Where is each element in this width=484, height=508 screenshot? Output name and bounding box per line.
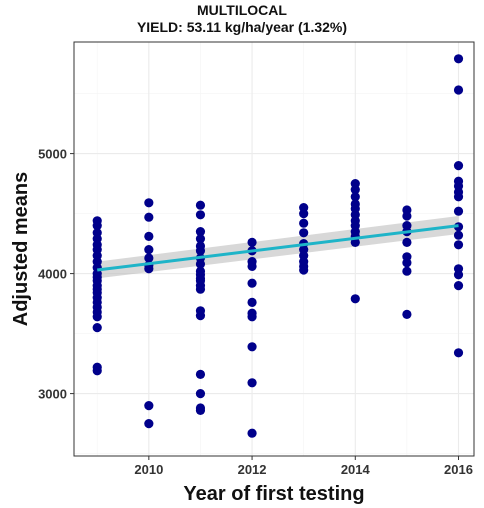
data-point bbox=[144, 245, 154, 255]
data-point bbox=[247, 261, 257, 271]
y-axis-title: Adjusted means bbox=[10, 172, 32, 326]
data-point bbox=[350, 185, 360, 195]
data-point bbox=[247, 312, 257, 322]
chart-title: MULTILOCAL bbox=[197, 2, 287, 18]
data-point bbox=[195, 311, 206, 321]
data-point bbox=[453, 230, 464, 240]
data-point bbox=[247, 378, 257, 388]
data-point bbox=[402, 309, 412, 319]
data-point bbox=[453, 240, 464, 250]
data-point bbox=[350, 237, 360, 247]
y-tick-label: 5000 bbox=[38, 147, 67, 162]
data-point bbox=[195, 246, 206, 256]
data-point bbox=[92, 221, 102, 231]
data-point bbox=[350, 192, 360, 202]
data-point bbox=[195, 259, 206, 269]
data-point bbox=[402, 237, 412, 247]
data-point bbox=[402, 211, 412, 221]
axes: 2010 2012 2014 2016 3000 4000 5000 bbox=[38, 147, 473, 477]
x-tick-label: 2012 bbox=[238, 462, 267, 477]
fit-line-segment bbox=[97, 224, 459, 272]
data-point bbox=[299, 265, 309, 275]
data-point bbox=[195, 227, 206, 237]
x-tick-label: 2010 bbox=[134, 462, 163, 477]
data-point bbox=[247, 278, 257, 288]
data-point bbox=[144, 198, 154, 208]
data-point bbox=[195, 284, 206, 294]
data-point bbox=[350, 294, 360, 304]
data-point bbox=[92, 323, 102, 333]
data-point bbox=[144, 253, 154, 263]
x-tick-label: 2014 bbox=[341, 462, 371, 477]
data-point bbox=[195, 369, 206, 379]
x-axis-title: Year of first testing bbox=[183, 483, 364, 505]
data-point bbox=[144, 419, 154, 429]
data-point bbox=[195, 200, 206, 210]
data-point bbox=[453, 85, 464, 95]
data-point bbox=[195, 210, 206, 220]
chart-subtitle: YIELD: 53.11 kg/ha/year (1.32%) bbox=[136, 19, 348, 35]
data-point bbox=[247, 342, 257, 352]
data-points bbox=[92, 54, 464, 438]
y-tick-label: 3000 bbox=[38, 387, 67, 402]
y-tick-label: 4000 bbox=[38, 267, 67, 282]
data-point bbox=[453, 54, 464, 64]
fit-line bbox=[97, 224, 459, 272]
data-point bbox=[247, 297, 257, 307]
data-point bbox=[299, 218, 309, 228]
data-point bbox=[453, 281, 464, 291]
data-point bbox=[195, 389, 206, 399]
data-point bbox=[144, 401, 154, 411]
data-point bbox=[402, 266, 412, 276]
data-point bbox=[144, 212, 154, 222]
data-point bbox=[247, 428, 257, 438]
data-point bbox=[453, 348, 464, 358]
data-point bbox=[144, 264, 154, 274]
data-point bbox=[144, 231, 154, 241]
panel-border bbox=[73, 41, 475, 457]
data-point bbox=[453, 192, 464, 202]
data-point bbox=[247, 237, 257, 247]
data-point bbox=[299, 228, 309, 238]
data-point bbox=[402, 258, 412, 268]
x-tick-label: 2016 bbox=[444, 462, 473, 477]
data-point bbox=[453, 270, 464, 280]
data-point bbox=[92, 366, 102, 376]
data-point bbox=[92, 312, 102, 322]
data-point bbox=[453, 161, 464, 171]
data-point bbox=[299, 209, 309, 219]
data-point bbox=[195, 234, 206, 244]
data-point bbox=[453, 206, 464, 216]
data-point bbox=[195, 405, 206, 415]
